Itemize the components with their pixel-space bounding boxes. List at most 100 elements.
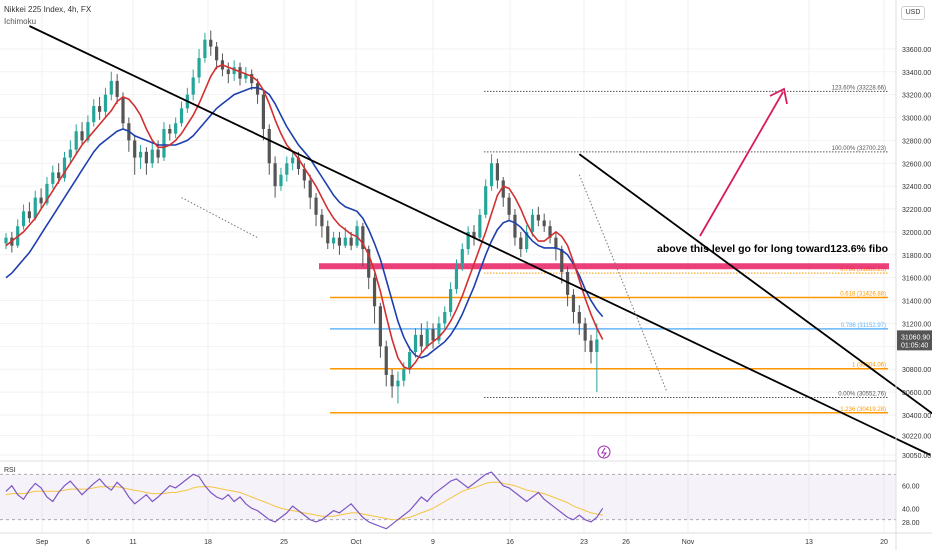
candle-body <box>460 249 464 267</box>
candle-body <box>261 94 265 129</box>
candle-body <box>560 249 564 272</box>
candle-body <box>33 197 37 219</box>
candle-body <box>484 186 488 215</box>
candle-body <box>583 323 587 341</box>
price-tick-label: 31400.00 <box>902 299 931 306</box>
candle-body <box>501 180 505 198</box>
candle-body <box>226 69 230 75</box>
trend-line <box>578 174 668 393</box>
candle-body <box>402 369 406 381</box>
countdown-label: 01:05:40 <box>901 342 928 349</box>
candle-body <box>27 211 31 219</box>
time-tick-label: Oct <box>351 539 362 546</box>
candle-body <box>191 77 195 95</box>
trend-line <box>578 153 932 415</box>
candle-body <box>308 180 312 198</box>
rsi-tick-label: 40.00 <box>902 506 920 513</box>
fib-level-label: 0.786 (31666.25) <box>840 267 886 273</box>
candle-body <box>39 197 43 204</box>
rsi-label: RSI <box>4 467 16 474</box>
candle-body <box>250 74 254 84</box>
trend-line <box>29 25 931 456</box>
price-tick-label: 30050.00 <box>902 453 931 460</box>
candle-body <box>133 140 137 158</box>
candle-body <box>489 163 494 187</box>
candle-body <box>273 163 277 187</box>
current-price-label: 31060.90 <box>901 334 930 341</box>
candle-body <box>425 329 429 347</box>
fib-level-label: 0.618 (31426.88) <box>840 291 886 297</box>
candle-body <box>109 80 113 95</box>
price-tick-label: 30400.00 <box>902 413 931 420</box>
price-tick-label: 32200.00 <box>902 207 931 214</box>
candle-body <box>238 67 242 79</box>
candle-body <box>542 220 546 227</box>
price-tick-label: 31600.00 <box>902 276 931 283</box>
candle-body <box>156 149 160 158</box>
candle-body <box>74 131 78 150</box>
price-tick-label: 30600.00 <box>902 390 931 397</box>
price-tick-label: 32400.00 <box>902 184 931 191</box>
current-price-marker <box>897 330 932 351</box>
candle-body <box>378 306 382 347</box>
time-tick-label: 23 <box>580 539 588 546</box>
time-tick-label: 26 <box>622 539 630 546</box>
candle-body <box>337 237 342 246</box>
currency-badge[interactable]: USD <box>901 6 925 20</box>
indicator-label: Ichimoku <box>4 17 37 26</box>
candle-body <box>291 157 295 164</box>
candle-body <box>513 214 517 238</box>
time-tick-label: Nov <box>682 539 695 546</box>
candle-body <box>174 123 178 134</box>
candle-body <box>62 157 67 179</box>
price-tick-label: 32600.00 <box>902 161 931 168</box>
candle-body <box>408 352 412 370</box>
candle-body <box>554 237 558 250</box>
candle-body <box>507 197 511 215</box>
candle-body <box>279 174 283 187</box>
rsi-band <box>0 474 896 520</box>
candle-body <box>361 226 365 250</box>
candle-body <box>144 151 148 164</box>
trend-line <box>181 197 258 239</box>
candle-body <box>115 80 119 97</box>
price-tick-label: 30800.00 <box>902 367 931 374</box>
candle-body <box>314 197 318 215</box>
candle-body <box>548 226 552 238</box>
candle-body <box>21 211 26 227</box>
rsi-tick-label: 28.00 <box>902 520 920 527</box>
candle-body <box>45 183 49 204</box>
candle-body <box>179 108 184 124</box>
candle-body <box>478 214 482 238</box>
candle-body <box>4 237 8 244</box>
price-tick-label: 33000.00 <box>902 116 931 123</box>
rsi-ma-line <box>5 481 603 521</box>
tenkan-line <box>5 64 604 371</box>
price-tick-label: 32800.00 <box>902 138 931 145</box>
time-tick-label: 18 <box>204 539 212 546</box>
candle-body <box>162 128 166 158</box>
candle-body <box>384 346 388 375</box>
candle-body <box>443 312 447 324</box>
candle-body <box>86 122 90 141</box>
time-tick-label: Sep <box>36 539 49 546</box>
candle-body <box>343 237 347 246</box>
candle-body <box>197 58 201 78</box>
candle-body <box>530 214 535 232</box>
time-tick-label: 6 <box>86 539 90 546</box>
candle-body <box>525 231 529 250</box>
candle-body <box>495 163 499 181</box>
price-tick-label: 31200.00 <box>902 321 931 328</box>
candle-body <box>68 149 72 158</box>
candle-body <box>589 340 593 353</box>
time-tick-label: 16 <box>506 539 514 546</box>
candle-body <box>595 339 599 353</box>
candle-body <box>138 151 143 158</box>
candle-body <box>92 106 96 123</box>
candle-body <box>255 83 260 95</box>
candle-body <box>332 237 336 244</box>
time-tick-label: 25 <box>280 539 288 546</box>
candle-body <box>454 266 459 290</box>
candle-body <box>437 323 441 341</box>
